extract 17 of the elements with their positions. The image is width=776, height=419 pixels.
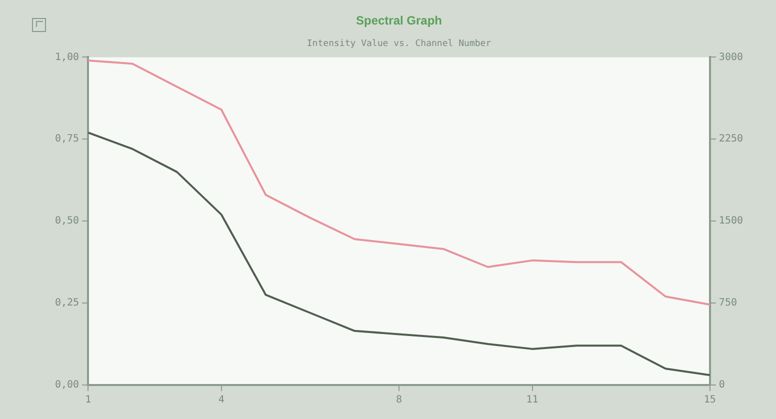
y-tick-label: 0,25: [54, 298, 80, 309]
x-tick-label: 8: [396, 394, 402, 406]
chart-title: Spectral Graph: [356, 14, 442, 28]
y2-tick-label: 0: [718, 380, 725, 391]
y-tick-label: 0,00: [54, 380, 80, 391]
chart-subtitle: Intensity Value vs. Channel Number: [306, 39, 492, 50]
y2-tick-label: 3000: [718, 52, 744, 63]
y2-tick-label: 2250: [718, 134, 744, 145]
x-tick-label: 4: [218, 394, 224, 406]
x-tick-label: 11: [526, 394, 538, 406]
y2-tick-label: 1500: [718, 216, 744, 227]
x-tick-label: 15: [704, 394, 716, 406]
y2-tick-label: 750: [718, 298, 737, 309]
y-tick-label: 0,50: [54, 216, 80, 227]
y-tick-label: 1,00: [54, 52, 80, 63]
y-tick-label: 0,75: [54, 134, 80, 145]
x-tick-label: 1: [85, 394, 92, 406]
